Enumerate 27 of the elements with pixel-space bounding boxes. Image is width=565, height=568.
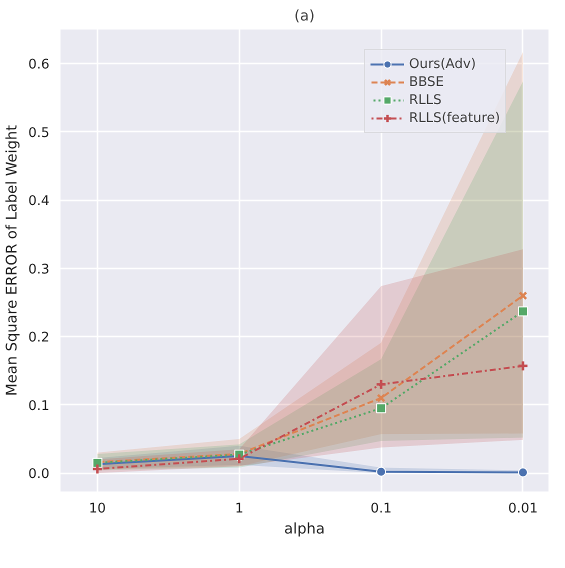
chart-title: (a) — [294, 8, 315, 24]
x-tick-label: 0.1 — [370, 502, 392, 516]
legend-label: RLLS — [409, 92, 442, 109]
point — [376, 394, 386, 402]
x-tick-label: 10 — [88, 502, 106, 516]
legend-label: BBSE — [409, 74, 444, 91]
x-tick-label: 1 — [235, 502, 244, 516]
y-tick-label: 0.6 — [28, 58, 50, 73]
point — [233, 452, 245, 464]
y-tick-label: 0.5 — [28, 126, 50, 141]
y-tick-label: 0.3 — [28, 262, 50, 278]
point — [518, 306, 528, 316]
y-axis-title: Mean Square ERROR of Label Weight — [3, 124, 20, 396]
y-tick-label: 0.2 — [28, 330, 50, 346]
x-tick-label: 0.01 — [508, 502, 538, 516]
y-tick-label: 0.0 — [28, 467, 50, 482]
legend-label: RLLS(feature) — [409, 110, 500, 127]
legend-label: Ours(Adv) — [409, 56, 476, 73]
point — [518, 291, 528, 300]
y-tick-label: 0.4 — [28, 194, 50, 210]
point — [518, 467, 528, 478]
x-axis-title: alpha — [284, 520, 325, 538]
point — [92, 463, 104, 475]
y-tick-label: 0.1 — [28, 398, 50, 414]
point — [517, 360, 529, 372]
point — [375, 378, 387, 390]
point — [376, 403, 386, 414]
